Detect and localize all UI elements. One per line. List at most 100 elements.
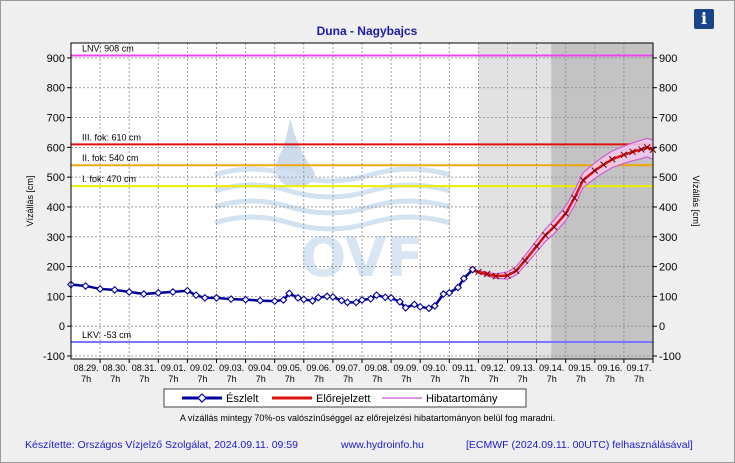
y-axis-label-right: Vízállás [cm] xyxy=(691,175,701,226)
legend-box xyxy=(163,388,527,408)
watermark-wave-3 xyxy=(214,214,451,232)
observed-point xyxy=(314,293,323,302)
x-tick-label-hour: 7h xyxy=(285,374,295,384)
observed-point xyxy=(279,295,288,304)
legend-label-forecast: Előrejelzett xyxy=(316,393,370,405)
observed-point xyxy=(424,304,433,313)
y-tick-label-right: 400 xyxy=(659,202,677,214)
x-tick-label-hour: 7h xyxy=(110,374,120,384)
legend-label-error-band: Hibatartomány xyxy=(426,393,498,405)
watermark-wave-0 xyxy=(214,166,451,184)
forecast-point xyxy=(629,148,636,156)
reference-label-1: III. fok: 610 cm xyxy=(82,132,141,142)
observed-point xyxy=(416,302,425,311)
y-tick-label-left: 0 xyxy=(59,321,65,333)
observed-point xyxy=(430,301,439,310)
y-tick-label-right: 500 xyxy=(659,172,677,184)
y-tick-label-left: 900 xyxy=(47,53,65,65)
x-tick-label-hour: 7h xyxy=(488,374,498,384)
observed-point xyxy=(352,298,361,307)
x-tick-label-date: 09.09. xyxy=(394,363,419,373)
forecast-point xyxy=(541,231,549,239)
info-icon[interactable]: i xyxy=(694,9,714,29)
forecast-point xyxy=(492,272,500,280)
y-tick-label-right: 600 xyxy=(659,142,677,154)
observed-point xyxy=(395,297,404,306)
reference-label-0: LNV: 908 cm xyxy=(82,44,134,54)
observed-point xyxy=(168,287,177,296)
y-tick-label-right: 300 xyxy=(659,232,677,244)
observed-point xyxy=(270,297,279,306)
observed-point xyxy=(366,294,375,303)
chart-title: Duna - Nagybajcs xyxy=(317,24,418,38)
observed-point xyxy=(372,291,381,300)
x-tick-label-hour: 7h xyxy=(256,374,266,384)
footer-website-link[interactable]: www.hydroinfo.hu xyxy=(341,439,424,451)
observed-point xyxy=(387,293,396,302)
x-tick-label-date: 09.16. xyxy=(597,363,622,373)
x-tick-label-date: 09.02. xyxy=(190,363,215,373)
observed-point xyxy=(125,287,134,296)
x-tick-label-hour: 7h xyxy=(372,374,382,384)
forecast-point xyxy=(475,268,482,276)
error-band-upper xyxy=(472,137,654,275)
forecast-point xyxy=(591,167,599,174)
x-tick-label-hour: 7h xyxy=(605,374,615,384)
x-tick-label-hour: 7h xyxy=(430,374,440,384)
x-tick-label-date: 09.14. xyxy=(539,363,564,373)
x-tick-label-date: 09.07. xyxy=(335,363,360,373)
forecast-point xyxy=(533,242,540,250)
x-tick-label-date: 08.29. xyxy=(74,363,99,373)
observed-point xyxy=(337,296,346,305)
x-tick-label-date: 09.12. xyxy=(481,363,506,373)
observed-point xyxy=(227,295,236,304)
observed-point xyxy=(96,284,105,293)
observed-point xyxy=(81,281,90,290)
observed-point xyxy=(410,300,419,309)
x-tick-label-hour: 7h xyxy=(518,374,528,384)
y-tick-label-left: 800 xyxy=(47,83,65,95)
forecast-shade-1 xyxy=(551,43,653,359)
y-tick-label-left: 600 xyxy=(47,142,65,154)
observed-point xyxy=(212,293,221,302)
y-tick-label-right: 100 xyxy=(659,291,677,303)
y-tick-label-right: 700 xyxy=(659,113,677,125)
x-tick-label-hour: 7h xyxy=(547,374,557,384)
y-tick-label-left: -100 xyxy=(43,351,65,363)
forecast-point xyxy=(562,210,570,217)
footer-author: Készítette: Országos Vízjelző Szolgálat,… xyxy=(25,439,298,451)
y-tick-label-right: 800 xyxy=(659,83,677,95)
legend-label-observed: Észlelt xyxy=(226,392,258,405)
forecast-point xyxy=(608,155,616,163)
observed-point xyxy=(154,288,163,297)
x-tick-label-date: 09.13. xyxy=(510,363,535,373)
forecast-point xyxy=(620,151,628,159)
observed-point xyxy=(328,293,337,301)
y-tick-label-left: 100 xyxy=(47,291,65,303)
observed-point xyxy=(294,293,302,302)
y-tick-label-right: -100 xyxy=(659,351,681,363)
observed-point xyxy=(241,295,250,304)
observed-point xyxy=(285,289,294,298)
x-tick-label-date: 09.06. xyxy=(306,363,331,373)
x-tick-label-hour: 7h xyxy=(197,374,207,384)
x-tick-label-date: 08.31. xyxy=(132,363,157,373)
x-tick-label-hour: 7h xyxy=(459,374,469,384)
observed-point xyxy=(256,296,265,305)
reference-label-3: I. fok: 470 cm xyxy=(82,174,136,184)
x-tick-label-hour: 7h xyxy=(343,374,353,384)
footer-model-note: [ECMWF (2024.09.11. 00UTC) felhasználásá… xyxy=(466,439,693,451)
forecast-point xyxy=(579,176,587,184)
y-tick-label-right: 900 xyxy=(659,53,677,65)
observed-point xyxy=(381,293,390,302)
x-tick-label-hour: 7h xyxy=(81,374,91,384)
x-tick-label-date: 09.17. xyxy=(626,363,651,373)
legend: Észlelt Előrejelzett Hibatartomány xyxy=(163,388,527,408)
observed-point xyxy=(192,291,201,300)
y-tick-label-left: 700 xyxy=(47,113,65,125)
x-tick-label-date: 09.15. xyxy=(568,363,593,373)
y-tick-label-left: 400 xyxy=(47,202,65,214)
y-tick-label-left: 500 xyxy=(47,172,65,184)
forecast-point xyxy=(512,267,520,275)
